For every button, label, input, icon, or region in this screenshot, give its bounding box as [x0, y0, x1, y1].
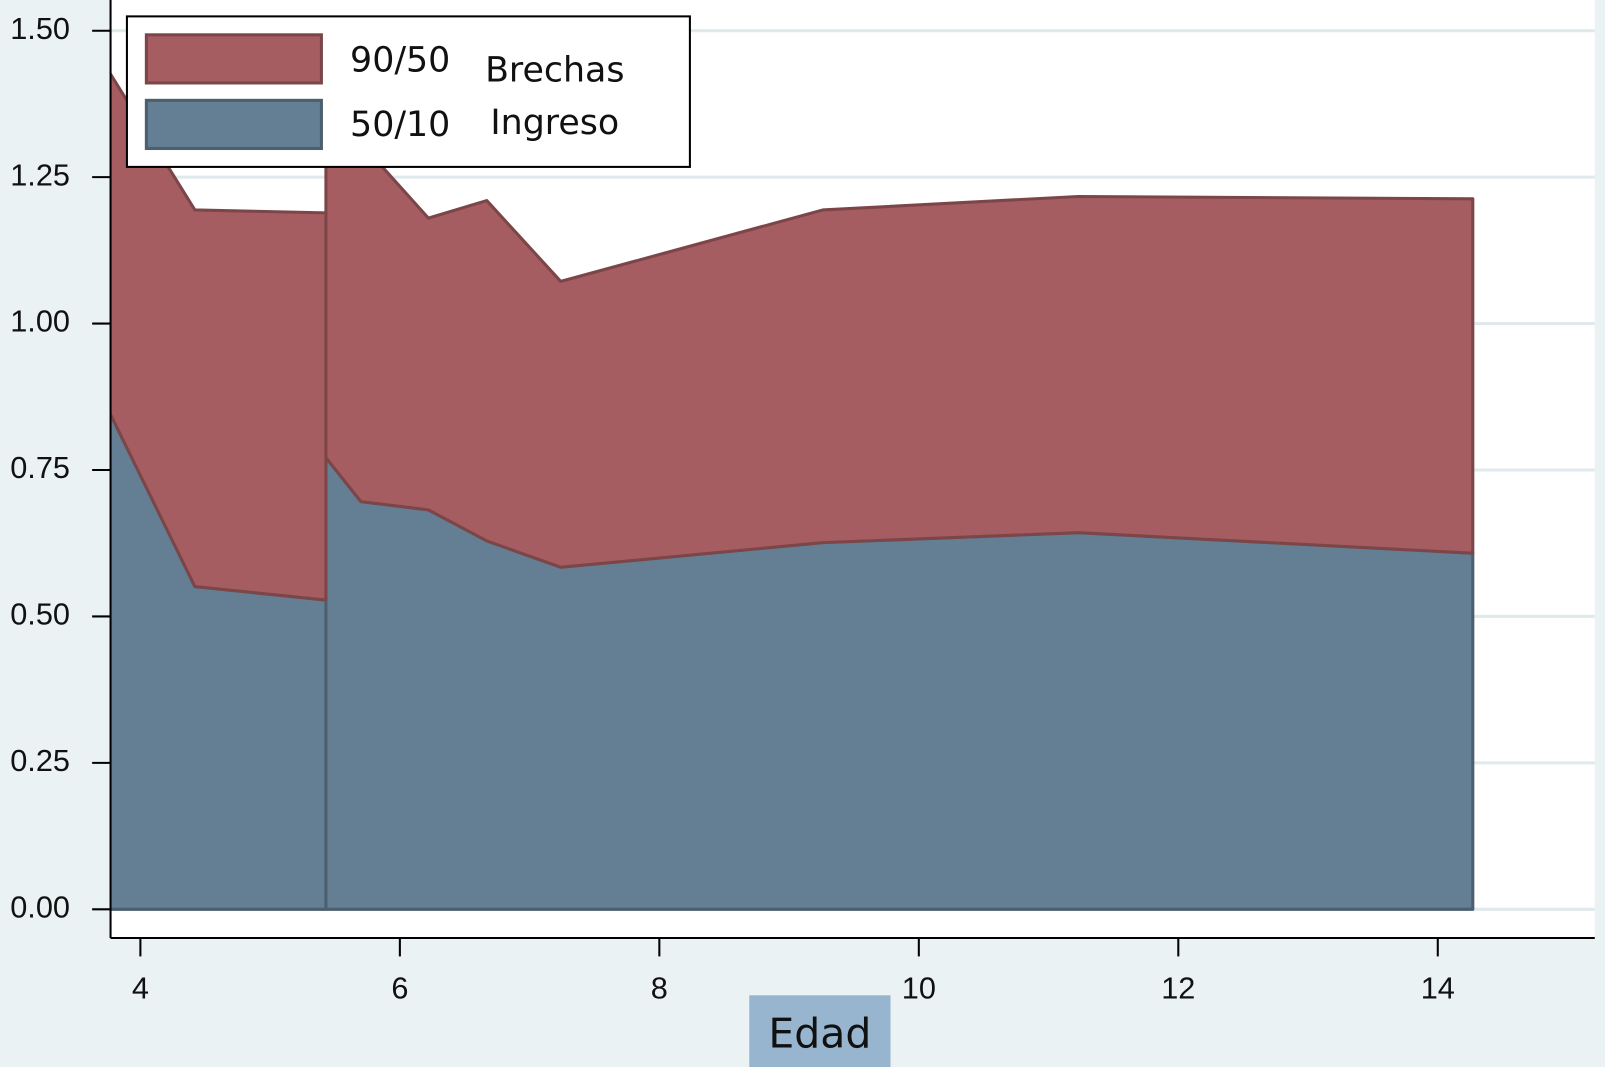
y-tick-label: 0.25	[10, 743, 70, 778]
legend-label: 50/10	[350, 105, 450, 145]
y-tick-label: 1.25	[10, 157, 70, 192]
legend-title: Brechas	[485, 51, 624, 91]
y-tick-label: 1.00	[10, 304, 70, 339]
x-axis-label: Edad	[768, 1009, 871, 1057]
y-tick-label: 0.50	[10, 597, 70, 632]
x-label-box	[749, 995, 891, 1067]
legend-swatch	[144, 98, 323, 151]
y-tick-label: 0.75	[10, 450, 70, 485]
x-tick-label: 4	[132, 970, 149, 1005]
x-tick-label: 6	[391, 970, 408, 1005]
legend-label: 90/50	[350, 40, 450, 80]
area	[110, 71, 1475, 602]
x-tick-label: 14	[1421, 970, 1455, 1005]
x-tick-label: 8	[651, 970, 668, 1005]
legend-title: Ingreso	[490, 103, 619, 143]
x-tick-label: 10	[902, 970, 936, 1005]
legend: 90/50 50/10 Brechas Ingreso	[125, 15, 691, 168]
y-tick-label: 0.00	[10, 889, 70, 924]
legend-swatch	[144, 33, 323, 85]
x-tick-label: 12	[1161, 970, 1195, 1005]
y-tick-label: 1.50	[10, 11, 70, 46]
